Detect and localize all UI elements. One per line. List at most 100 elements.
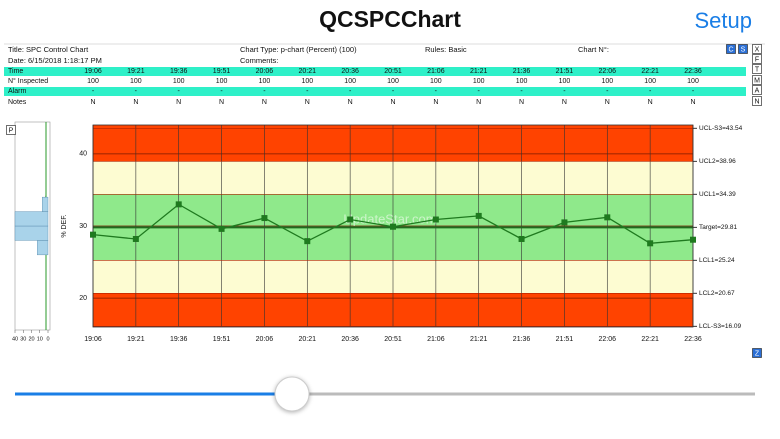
info-comments: Comments: [240,56,278,65]
table-time: 22:21 [641,68,659,75]
limit-label: LCL2=20.67 [699,290,735,297]
x-tick-label: 20:21 [299,336,317,343]
x-tick-label: 21:21 [470,336,488,343]
table-time: 21:51 [556,68,574,75]
data-point [304,238,311,245]
table-time: 19:21 [127,68,145,75]
table-cell: - [306,88,309,95]
button-box [752,54,762,64]
histogram-bar [14,211,49,227]
data-point [132,235,139,242]
table-time: 21:21 [470,68,488,75]
info-chart-no: Chart N°: [578,45,609,54]
data-point [218,225,225,232]
table-time: 19:36 [170,68,188,75]
tool-button[interactable]: C [726,44,736,54]
button-label: N [754,98,759,105]
button-box [752,348,762,358]
table-cell: 100 [301,78,313,85]
table-cell: 100 [259,78,271,85]
table-cell: N [219,99,224,106]
table-cell: N [690,99,695,106]
y-tick-label: 40 [79,151,87,158]
table-cell: N [390,99,395,106]
table-cell: 100 [559,78,571,85]
tool-button[interactable]: S [738,44,748,54]
data-point [90,231,96,238]
button-box [738,44,748,54]
data-point [518,235,525,242]
data-point [390,223,396,230]
table-cell: - [92,88,95,95]
table-cell: N [476,99,481,106]
data-point [347,216,354,223]
table-cell: - [263,88,266,95]
data-point [175,201,182,208]
tool-button[interactable]: F [752,54,762,64]
button-label: P [9,127,14,134]
x-tick-label: 19:21 [127,336,145,343]
table-cell: - [392,88,395,95]
data-point [604,214,611,221]
table-cell: 100 [430,78,442,85]
x-tick-label: 22:36 [684,336,702,343]
table-cell: 100 [130,78,142,85]
table-cell: - [478,88,481,95]
table-time: 20:36 [341,68,359,75]
limit-label: UCL1=34.39 [699,191,736,198]
x-tick-label: 21:06 [427,336,445,343]
table-cell: 100 [87,78,99,85]
table-cell: - [135,88,138,95]
x-tick-label: 19:51 [213,336,231,343]
button-label: M [754,77,760,84]
setup-button[interactable]: Setup [695,8,753,33]
tool-button[interactable]: X [752,44,762,54]
app-title: QCSPCChart [319,6,461,32]
table-time: 20:21 [299,68,317,75]
button-box [752,44,762,54]
table-cell: - [349,88,352,95]
data-point [647,240,654,247]
tool-button[interactable]: P [6,125,16,135]
table-time: 22:06 [599,68,617,75]
button-label: A [755,87,760,94]
data-point [561,219,568,226]
table-cell: N [305,99,310,106]
x-tick-label: 20:06 [256,336,274,343]
table-time: 21:06 [427,68,445,75]
button-box [752,75,762,85]
table-cell: N [176,99,181,106]
button-label: S [741,46,746,53]
button-box [752,96,762,106]
table-cell: 100 [644,78,656,85]
histogram-tick-label: 20 [28,336,34,342]
tool-button[interactable]: M [752,75,762,85]
table-cell: N [348,99,353,106]
table-cell: - [606,88,609,95]
table-cell: N [90,99,95,106]
table-time: 21:36 [513,68,531,75]
x-tick-label: 22:06 [599,336,617,343]
table-time: 20:06 [256,68,274,75]
table-cell: - [220,88,223,95]
table-time: 19:51 [213,68,231,75]
tool-button[interactable]: Z [752,348,762,358]
tool-button[interactable]: N [752,96,762,106]
table-cell: 100 [216,78,228,85]
limit-label: Target=29.81 [699,224,738,231]
button-label: C [728,46,733,53]
info-date: Date: 6/15/2018 1:18:17 PM [8,56,102,65]
y-tick-label: 20 [79,295,87,302]
info-title: Title: SPC Control Chart [8,45,89,54]
button-box [752,64,762,74]
tool-button[interactable]: A [752,85,762,95]
button-box [752,85,762,95]
x-tick-label: 19:06 [84,336,102,343]
table-row-label: Alarm [8,88,26,95]
table-cell: N [648,99,653,106]
y-axis-label: % DEF. [61,214,68,237]
table-cell: - [435,88,438,95]
tool-button[interactable]: T [752,64,762,74]
slider-knob[interactable] [274,376,310,412]
table-cell: - [563,88,566,95]
